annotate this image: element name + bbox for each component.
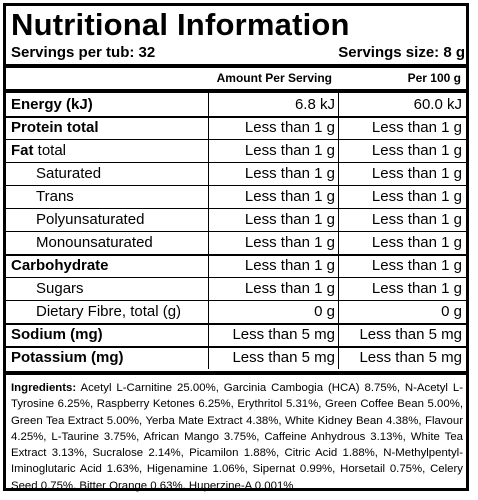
ingredients-label: Ingredients:	[11, 382, 77, 394]
nutrient-name: Energy (kJ)	[11, 96, 93, 113]
divider	[6, 162, 466, 163]
divider	[6, 185, 466, 186]
divider-thick	[6, 371, 466, 375]
nutrient-name: Sodium (mg)	[11, 326, 103, 343]
value-per-100g: Less than 1 g	[371, 280, 462, 297]
column-header-per100: Per 100 g	[407, 71, 461, 85]
row-dietary-fibre: Dietary Fibre, total (g) 0 g 0 g	[6, 301, 466, 323]
value-per-serving: Less than 1 g	[244, 211, 335, 228]
divider	[6, 277, 466, 278]
row-protein: Protein total Less than 1 g Less than 1 …	[6, 117, 466, 139]
value-per-serving: Less than 1 g	[244, 165, 335, 182]
nutrient-name: Saturated	[36, 165, 102, 182]
value-per-100g: Less than 1 g	[371, 234, 462, 251]
value-per-serving: Less than 1 g	[244, 119, 335, 136]
divider	[6, 254, 466, 256]
divider	[6, 346, 466, 348]
divider	[6, 300, 466, 301]
servings-line: Servings per tub: 32 Servings size: 8 g	[11, 43, 465, 63]
divider-thick	[6, 64, 466, 68]
servings-size: Servings size: 8 g	[338, 44, 465, 61]
value-per-serving: 6.8 kJ	[294, 96, 335, 113]
divider-thick	[6, 89, 466, 93]
row-carbohydrate: Carbohydrate Less than 1 g Less than 1 g	[6, 255, 466, 277]
nutrient-name: Carbohydrate	[11, 257, 109, 274]
value-per-serving: Less than 1 g	[244, 280, 335, 297]
nutrient-name: Trans	[36, 188, 74, 205]
value-per-100g: Less than 5 mg	[359, 349, 462, 366]
value-per-serving: Less than 1 g	[244, 188, 335, 205]
nutrition-panel: Nutritional Information Servings per tub…	[3, 3, 469, 494]
divider	[6, 231, 466, 232]
value-per-serving: 0 g	[314, 303, 335, 320]
value-per-100g: Less than 5 mg	[359, 326, 462, 343]
panel-title: Nutritional Information	[11, 7, 350, 42]
row-fat: Fat total Less than 1 g Less than 1 g	[6, 140, 466, 162]
value-per-100g: 0 g	[441, 303, 462, 320]
value-per-100g: 60.0 kJ	[413, 96, 462, 113]
value-per-100g: Less than 1 g	[371, 142, 462, 159]
nutrient-name: Monounsaturated	[36, 234, 153, 251]
value-per-serving: Less than 1 g	[244, 257, 335, 274]
value-per-serving: Less than 1 g	[244, 142, 335, 159]
value-per-100g: Less than 1 g	[371, 165, 462, 182]
row-monounsaturated: Monounsaturated Less than 1 g Less than …	[6, 232, 466, 254]
row-sodium: Sodium (mg) Less than 5 mg Less than 5 m…	[6, 324, 466, 346]
row-polyunsaturated: Polyunsaturated Less than 1 g Less than …	[6, 209, 466, 231]
value-per-serving: Less than 1 g	[244, 234, 335, 251]
nutrient-name: Polyunsaturated	[36, 211, 145, 228]
divider	[6, 116, 466, 118]
nutrient-name: Potassium (mg)	[11, 349, 124, 366]
row-sugars: Sugars Less than 1 g Less than 1 g	[6, 278, 466, 300]
ingredients-list: Ingredients: Acetyl L-Carnitine 25.00%, …	[11, 380, 463, 494]
value-per-100g: Less than 1 g	[371, 119, 462, 136]
row-saturated: Saturated Less than 1 g Less than 1 g	[6, 163, 466, 185]
row-potassium: Potassium (mg) Less than 5 mg Less than …	[6, 347, 466, 369]
nutrient-name: Fat total	[11, 142, 67, 159]
value-per-serving: Less than 5 mg	[232, 326, 335, 343]
servings-per-tub: Servings per tub: 32	[11, 44, 156, 61]
divider	[6, 208, 466, 209]
divider	[6, 139, 466, 140]
row-energy: Energy (kJ) 6.8 kJ 60.0 kJ	[6, 94, 466, 116]
column-header-serving: Amount Per Serving	[216, 71, 332, 85]
value-per-serving: Less than 5 mg	[232, 349, 335, 366]
value-per-100g: Less than 1 g	[371, 257, 462, 274]
nutrient-name: Protein total	[11, 119, 99, 136]
divider	[6, 323, 466, 325]
nutrient-name: Sugars	[36, 280, 84, 297]
value-per-100g: Less than 1 g	[371, 188, 462, 205]
ingredients-text: Acetyl L-Carnitine 25.00%, Garcinia Camb…	[11, 382, 463, 492]
nutrient-name: Dietary Fibre, total (g)	[36, 303, 182, 320]
row-trans: Trans Less than 1 g Less than 1 g	[6, 186, 466, 208]
value-per-100g: Less than 1 g	[371, 211, 462, 228]
